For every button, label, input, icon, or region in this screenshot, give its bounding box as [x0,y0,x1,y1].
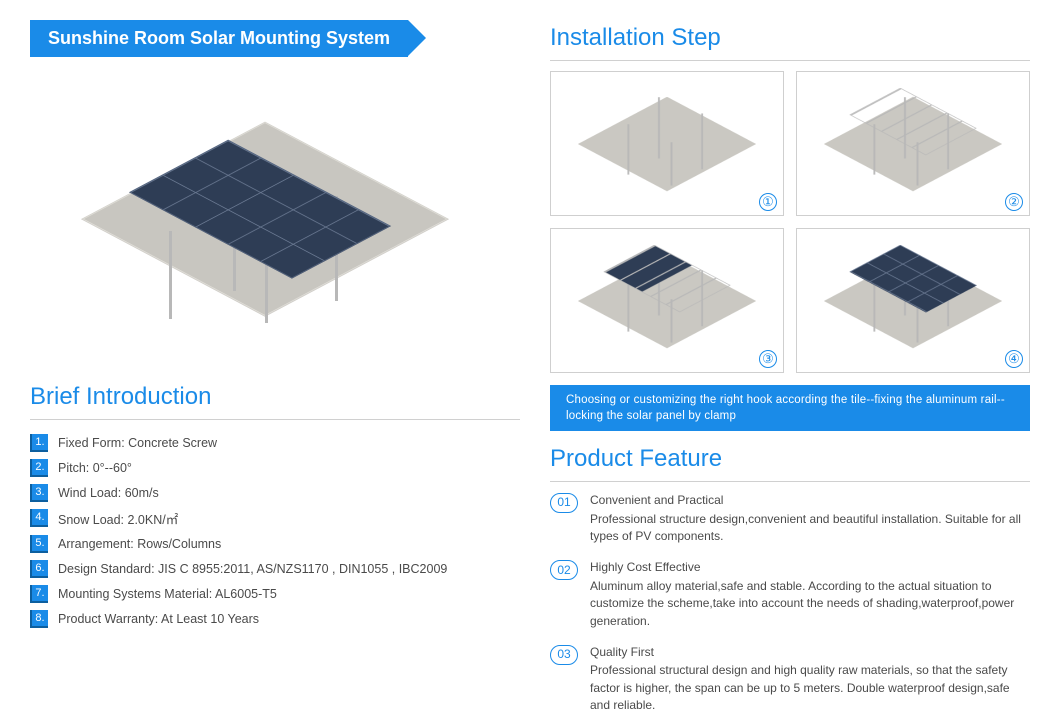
intro-item: 7. Mounting Systems Material: AL6005-T5 [30,581,520,606]
feature-title: Convenient and Practical [590,492,1030,509]
feature-item: 02 Highly Cost Effective Aluminum alloy … [550,559,1030,630]
intro-number: 6. [30,560,48,578]
intro-item: 2. Pitch: 0°--60° [30,455,520,480]
intro-item: 8. Product Warranty: At Least 10 Years [30,606,520,631]
install-step-grid: ① ② [550,71,1030,373]
features-heading: Product Feature [550,445,1030,473]
intro-heading: Brief Introduction [30,383,520,411]
intro-list: 1. Fixed Form: Concrete Screw 2. Pitch: 0°… [30,430,520,631]
left-column: Sunshine Room Solar Mounting System Brie… [30,20,520,728]
divider [550,60,1030,61]
intro-item: 3. Wind Load: 60m/s [30,480,520,505]
feature-body: Professional structure design,convenient… [590,511,1030,546]
install-step: ② [796,71,1030,216]
intro-text: Arrangement: Rows/Columns [58,537,221,551]
feature-body: Professional structural design and high … [590,662,1030,714]
install-step: ④ [796,228,1030,373]
intro-number: 7. [30,585,48,603]
feature-number: 01 [550,493,578,513]
intro-number: 5. [30,535,48,553]
feature-number: 03 [550,645,578,665]
intro-number: 2. [30,459,48,477]
intro-text: Pitch: 0°--60° [58,461,132,475]
hero-illustration [30,69,500,369]
feature-body: Aluminum alloy material,safe and stable.… [590,578,1030,630]
intro-item: 6. Design Standard: JIS C 8955:2011, AS/N… [30,556,520,581]
step-number: ④ [1005,350,1023,368]
install-step: ③ [550,228,784,373]
feature-item: 01 Convenient and Practical Professional… [550,492,1030,545]
intro-number: 1. [30,434,48,452]
intro-item: 1. Fixed Form: Concrete Screw [30,430,520,455]
step-number: ① [759,193,777,211]
intro-item: 4. Snow Load: 2.0KN/㎡ [30,505,520,531]
product-title-banner: Sunshine Room Solar Mounting System [30,20,408,57]
intro-number: 4. [30,509,48,527]
divider [30,419,520,420]
install-heading: Installation Step [550,24,1030,52]
product-title: Sunshine Room Solar Mounting System [48,28,390,48]
step-number: ③ [759,350,777,368]
install-step: ① [550,71,784,216]
intro-text: Product Warranty: At Least 10 Years [58,612,259,626]
intro-text: Design Standard: JIS C 8955:2011, AS/NZS… [58,562,447,576]
intro-number: 3. [30,484,48,502]
feature-title: Quality First [590,644,1030,661]
feature-item: 03 Quality First Professional structural… [550,644,1030,715]
intro-text: Wind Load: 60m/s [58,486,159,500]
install-caption: Choosing or customizing the right hook a… [550,385,1030,431]
right-column: Installation Step ① [550,20,1030,728]
intro-number: 8. [30,610,48,628]
intro-item: 5. Arrangement: Rows/Columns [30,531,520,556]
intro-text: Snow Load: 2.0KN/㎡ [58,509,178,528]
feature-number: 02 [550,560,578,580]
divider [550,481,1030,482]
intro-text: Fixed Form: Concrete Screw [58,436,217,450]
step-number: ② [1005,193,1023,211]
intro-text: Mounting Systems Material: AL6005-T5 [58,587,277,601]
feature-title: Highly Cost Effective [590,559,1030,576]
